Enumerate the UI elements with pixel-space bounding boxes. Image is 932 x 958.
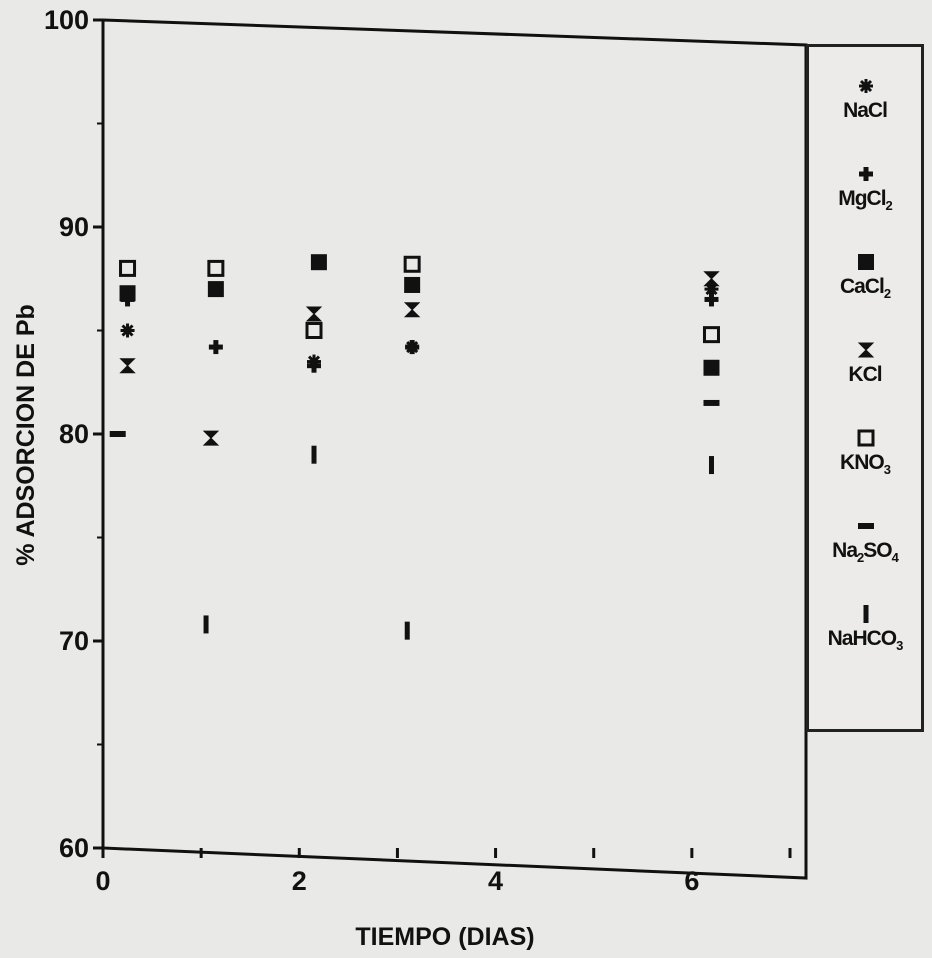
chart-legend: NaCl MgCl2 CaCl2 KCl KNO3 Na2SO4 NaHCO3: [806, 44, 924, 732]
legend-marker: [858, 254, 874, 270]
point-nahco3-0: [203, 615, 209, 634]
legend-label: KCl: [848, 363, 882, 386]
point-nahco3-3: [708, 456, 714, 475]
point-cacl2-1: [207, 281, 224, 298]
legend-item-nahco3: NaHCO3: [809, 603, 921, 653]
point-nahco3-1: [311, 445, 317, 464]
legend-symbol-hourglass: [857, 342, 875, 358]
legend-label: Na2SO4: [832, 539, 899, 566]
y-tick-label: 60: [59, 833, 89, 863]
legend-label: NaHCO3: [827, 627, 904, 654]
legend-marker: [857, 429, 875, 447]
legend-marker: [858, 523, 874, 529]
point-kno3-1: [207, 259, 225, 277]
point-kcl-0: [119, 358, 136, 374]
legend-item-kno3: KNO3: [809, 427, 921, 477]
x-tick-label: 0: [95, 866, 110, 896]
legend-symbol-open-square: [857, 429, 875, 447]
point-cacl2-3: [404, 276, 421, 293]
point-mgcl2-2: [307, 358, 322, 373]
legend-label: NaCl: [843, 99, 888, 122]
y-tick-label: 90: [59, 212, 89, 242]
legend-marker: [863, 605, 869, 623]
point-cacl2-0: [119, 285, 136, 302]
legend-item-cacl2: CaCl2: [809, 251, 921, 301]
point-kcl-3: [403, 302, 421, 318]
x-tick-label: 2: [292, 866, 307, 896]
point-nahco3-2: [404, 621, 410, 640]
legend-symbol-dash: [858, 523, 874, 529]
point-kno3-0: [119, 259, 137, 277]
x-tick-label: 4: [488, 866, 503, 896]
point-na2so4-1: [703, 399, 720, 406]
x-axis-title: TIEMPO (DIAS): [355, 923, 534, 951]
point-cacl2-4: [703, 359, 720, 376]
y-axis-title: % ADSORCION DE Pb: [12, 304, 40, 566]
point-kcl-2: [305, 306, 323, 322]
legend-label: MgCl2: [838, 187, 893, 214]
legend-marker: [857, 342, 875, 358]
y-tick-label: 100: [44, 5, 89, 35]
legend-item-nacl: NaCl: [809, 75, 921, 123]
legend-symbol-filled-square: [858, 254, 874, 270]
point-kcl-1: [202, 430, 220, 446]
legend-item-na2so4: Na2SO4: [809, 515, 921, 565]
point-mgcl2-4: [704, 292, 719, 307]
x-tick-label: 6: [684, 866, 699, 896]
legend-symbol-asterisk: [859, 79, 873, 93]
plot-frame: [101, 18, 808, 880]
point-kno3-2: [305, 322, 323, 339]
point-mgcl2-3: [405, 340, 420, 355]
point-nacl-0: [120, 323, 135, 338]
legend-item-kcl: KCl: [809, 339, 921, 387]
legend-symbol-bar: [863, 605, 869, 623]
y-tick-label: 80: [59, 419, 89, 449]
legend-marker: [859, 79, 873, 93]
y-tick-label: 70: [59, 626, 89, 656]
point-na2so4-0: [109, 431, 126, 437]
point-kno3-4: [702, 326, 720, 344]
point-cacl2-2: [310, 254, 327, 271]
legend-label: CaCl2: [839, 275, 891, 302]
legend-item-mgcl2: MgCl2: [809, 163, 921, 213]
point-mgcl2-1: [208, 340, 223, 355]
legend-label: KNO3: [840, 451, 891, 478]
point-kcl-4: [703, 271, 720, 287]
legend-marker: [859, 167, 873, 181]
legend-symbol-plus: [859, 167, 873, 181]
point-kno3-3: [403, 255, 421, 273]
